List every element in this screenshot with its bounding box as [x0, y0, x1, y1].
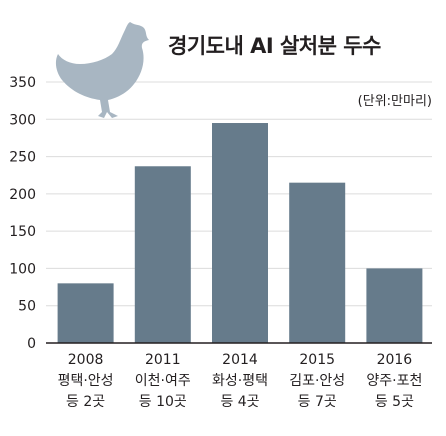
y-tick-label: 250 [9, 150, 36, 166]
x-label-region: 평택·안성 [58, 373, 114, 389]
x-label-year: 2008 [68, 352, 104, 368]
x-label-year: 2011 [145, 352, 181, 368]
bars [57, 123, 423, 343]
x-label-region: 김포·안성 [289, 373, 345, 389]
y-tick-label: 150 [9, 224, 36, 240]
chart-title: 경기도내 AI 살처분 두수 [168, 34, 381, 58]
y-axis-ticks: 0 50 100 150 200 250 300 350 [9, 75, 36, 352]
x-label-count: 등 10곳 [139, 394, 187, 410]
x-label-count: 등 4곳 [220, 394, 259, 410]
x-label-year: 2014 [222, 352, 258, 368]
y-tick-label: 300 [9, 112, 36, 128]
y-tick-label: 50 [18, 299, 36, 315]
x-label-count: 등 5곳 [375, 394, 414, 410]
x-label-region: 이천·여주 [135, 373, 191, 389]
bar-2016 [366, 268, 423, 343]
x-label-count: 등 2곳 [66, 394, 105, 410]
y-tick-label: 200 [9, 187, 36, 203]
bar-2015 [289, 182, 346, 343]
x-label-region: 양주·포천 [366, 373, 422, 389]
bar-2014 [212, 123, 268, 343]
x-label-count: 등 7곳 [298, 394, 337, 410]
x-label-year: 2015 [299, 352, 335, 368]
hen-icon [55, 22, 150, 118]
bar-2011 [134, 166, 191, 343]
x-axis-labels: 2008 평택·안성등 2곳 2011 이천·여주등 10곳 2014 화성·평택등 4곳… [58, 352, 423, 410]
x-label-region: 화성·평택 [212, 373, 268, 389]
bar-2008 [57, 283, 114, 343]
x-label-year: 2016 [377, 352, 413, 368]
unit-label: (단위:만마리) [357, 94, 432, 109]
y-tick-label: 0 [27, 336, 36, 352]
y-tick-label: 350 [9, 75, 36, 91]
y-tick-label: 100 [9, 261, 36, 277]
